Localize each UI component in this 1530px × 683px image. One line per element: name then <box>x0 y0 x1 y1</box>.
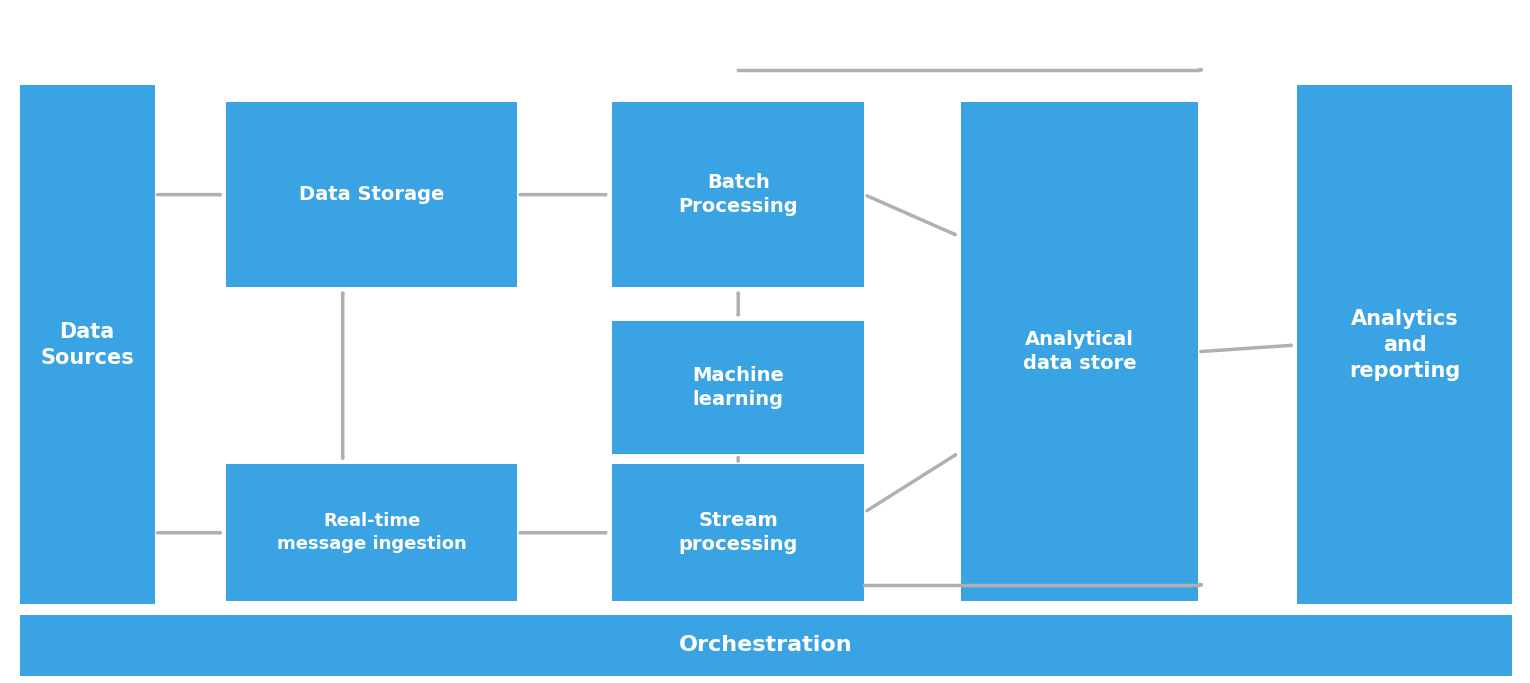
FancyBboxPatch shape <box>226 102 517 287</box>
FancyBboxPatch shape <box>612 464 864 601</box>
Text: Analytics
and
reporting: Analytics and reporting <box>1349 309 1460 380</box>
FancyBboxPatch shape <box>20 615 1512 676</box>
FancyBboxPatch shape <box>1297 85 1512 604</box>
Text: Analytical
data store: Analytical data store <box>1022 330 1137 374</box>
FancyBboxPatch shape <box>226 464 517 601</box>
FancyBboxPatch shape <box>20 85 155 604</box>
FancyBboxPatch shape <box>612 321 864 454</box>
Text: Data Storage: Data Storage <box>298 185 445 204</box>
Text: Machine
learning: Machine learning <box>692 366 785 409</box>
Text: Data
Sources: Data Sources <box>40 322 135 367</box>
FancyBboxPatch shape <box>961 102 1198 601</box>
Text: Orchestration: Orchestration <box>679 635 852 656</box>
Text: Real-time
message ingestion: Real-time message ingestion <box>277 512 467 553</box>
Text: Batch
Processing: Batch Processing <box>678 173 799 217</box>
FancyBboxPatch shape <box>612 102 864 287</box>
Text: Stream
processing: Stream processing <box>678 511 799 555</box>
